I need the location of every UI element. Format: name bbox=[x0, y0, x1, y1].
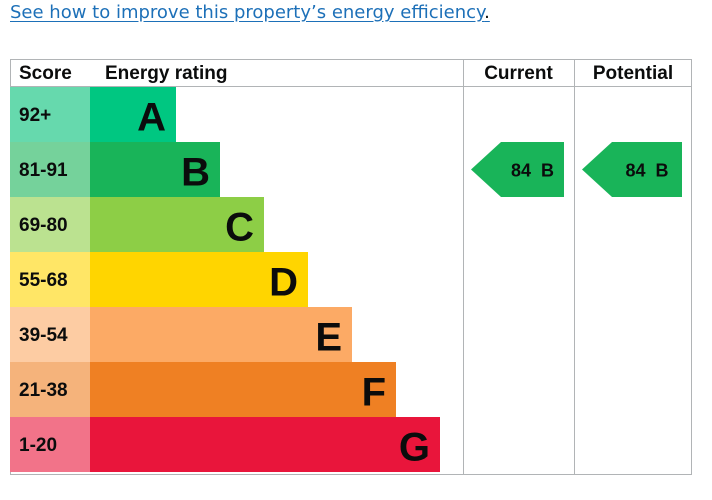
rating-letter-G: G bbox=[399, 426, 430, 470]
rating-bar-C bbox=[90, 197, 264, 252]
score-cell-A bbox=[10, 87, 90, 142]
score-cell-D bbox=[10, 252, 90, 307]
energy-rating-svg: Score Energy rating Current Potential 92+ A 81… bbox=[10, 59, 692, 475]
header-energy-rating: Energy rating bbox=[105, 63, 227, 84]
rating-letter-B: B bbox=[181, 151, 210, 195]
score-label-E: 39-54 bbox=[19, 325, 68, 346]
rating-bar-G bbox=[90, 417, 440, 472]
potential-rating-arrow bbox=[582, 142, 682, 197]
rating-bar-E bbox=[90, 307, 352, 362]
potential-rating-label: 84 B bbox=[625, 161, 668, 181]
score-label-D: 55-68 bbox=[19, 270, 68, 291]
score-cell-G bbox=[10, 417, 90, 472]
rating-letter-A: A bbox=[137, 96, 166, 140]
rating-bar-B bbox=[90, 142, 220, 197]
improve-efficiency-link-text[interactable]: See how to improve this property’s energ… bbox=[10, 2, 485, 23]
score-label-C: 69-80 bbox=[19, 215, 68, 236]
improve-efficiency-link[interactable]: See how to improve this property’s energ… bbox=[10, 2, 490, 23]
energy-rating-chart: Score Energy rating Current Potential 92+ A 81… bbox=[10, 59, 692, 475]
rating-letter-C: C bbox=[225, 206, 254, 250]
score-cell-B bbox=[10, 142, 90, 197]
rating-bar-F bbox=[90, 362, 396, 417]
current-rating-arrow bbox=[471, 142, 564, 197]
header-potential: Potential bbox=[593, 63, 673, 84]
score-cell-E bbox=[10, 307, 90, 362]
current-rating-label: 84 B bbox=[511, 161, 554, 181]
rating-bar-A bbox=[90, 87, 176, 142]
rating-letter-D: D bbox=[269, 261, 298, 305]
rating-bar-D bbox=[90, 252, 308, 307]
score-cell-F bbox=[10, 362, 90, 417]
rating-letter-E: E bbox=[315, 316, 342, 360]
score-label-F: 21-38 bbox=[19, 380, 68, 401]
score-label-G: 1-20 bbox=[19, 435, 57, 456]
header-current: Current bbox=[484, 63, 553, 84]
rating-letter-F: F bbox=[362, 371, 386, 415]
link-punctuation: . bbox=[484, 2, 490, 23]
score-label-B: 81-91 bbox=[19, 160, 68, 181]
score-label-A: 92+ bbox=[19, 105, 51, 126]
score-cell-C bbox=[10, 197, 90, 252]
header-score: Score bbox=[19, 63, 72, 84]
